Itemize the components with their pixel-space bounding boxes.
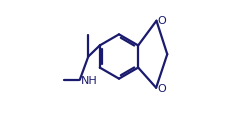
Text: O: O: [157, 16, 166, 26]
Text: NH: NH: [81, 75, 98, 85]
Text: O: O: [157, 84, 165, 93]
